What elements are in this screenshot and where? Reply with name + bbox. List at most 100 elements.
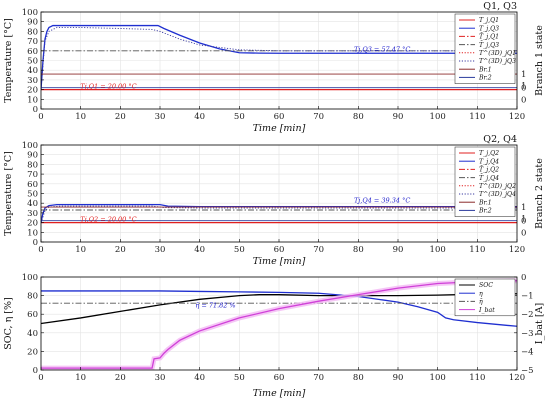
x-tick-label: 90: [393, 245, 404, 255]
x-tick-label: 120: [509, 112, 525, 122]
legend: T_j,Q1T_j,Q3T̄_j,Q1 T̄_j,Q3T^(3D)_jQ1T^(3…: [454, 13, 516, 84]
right-axis-label: I_bat [A]: [534, 303, 545, 344]
legend-label: η̄: [479, 299, 483, 306]
x-tick-label: 20: [115, 245, 126, 255]
y-tick-label: 60: [27, 47, 38, 57]
x-tick-label: 100: [430, 112, 446, 122]
x-tick-label: 70: [313, 245, 324, 255]
y-tick-label: 0: [33, 366, 38, 376]
y-right-tick-label: −1: [521, 292, 534, 302]
state-tick-label: 1: [521, 215, 526, 225]
y-right-tick-label: −5: [521, 366, 534, 376]
y-right-tick-label: −3: [521, 329, 534, 339]
y-right-tick-label: 0: [521, 273, 526, 283]
x-tick-label: 10: [75, 373, 86, 383]
y-tick-label: 30: [27, 209, 38, 219]
y-tick-label: 70: [27, 37, 38, 47]
series-line-0: [41, 293, 517, 325]
legend-label: T_j,Q3: [479, 25, 499, 32]
legend-label: T̄_j,Q4: [479, 175, 499, 182]
y-tick-label: 60: [27, 180, 38, 190]
x-tick-label: 20: [115, 373, 126, 383]
y-right-tick-label: −4: [521, 347, 534, 357]
state-tick-label: 0: [521, 217, 526, 227]
y-tick-label: 80: [27, 160, 38, 170]
y-tick-label: 20: [27, 219, 38, 229]
state-tick-label: 0: [521, 84, 526, 94]
legend-label: T_j,Q1: [479, 17, 499, 24]
x-tick-label: 40: [194, 373, 205, 383]
y-tick-label: 50: [27, 57, 38, 67]
right-axis-label: Branch 2 state: [534, 158, 545, 229]
legend-label: T^(3D)_jQ4: [479, 191, 516, 198]
y-tick-label: 0: [33, 238, 38, 248]
y-tick-label: 70: [27, 170, 38, 180]
panel-0: T_j,Q1T_j,Q3T̄_j,Q1 T̄_j,Q3T^(3D)_jQ1T^(3…: [40, 11, 518, 110]
x-tick-label: 30: [155, 112, 166, 122]
y-axis-label: Temperature [°C]: [3, 18, 14, 103]
legend-box: [454, 146, 516, 217]
x-tick-label: 20: [115, 112, 126, 122]
series-group: [41, 204, 517, 224]
x-tick-label: 0: [38, 112, 43, 122]
y-tick-label: 90: [27, 151, 38, 161]
series-line-1: [41, 290, 517, 327]
legend-label: Br.2: [478, 75, 492, 82]
y-tick-label: 20: [27, 86, 38, 96]
series-line-1: [41, 204, 517, 223]
x-tick-label: 0: [38, 245, 43, 255]
x-tick-label: 60: [274, 373, 285, 383]
x-tick-label: 60: [274, 245, 285, 255]
series-group: [41, 278, 517, 370]
x-tick-label: 90: [393, 112, 404, 122]
y-right-tick-label: −2: [521, 310, 534, 320]
data-annotation: Tj,Q1 = 20.00 °C: [80, 83, 136, 91]
legend-label: T̄_j,Q1: [479, 33, 499, 40]
y-tick-label: 30: [27, 76, 38, 86]
x-tick-label: 100: [430, 373, 446, 383]
state-tick-label: 1: [521, 70, 526, 80]
series-group: [41, 24, 517, 91]
legend-label: Br.1: [478, 66, 492, 73]
y-tick-label: 90: [27, 18, 38, 28]
state-tick-label: 0: [521, 95, 526, 105]
legend-box: [454, 13, 516, 84]
x-axis-label: Time [min]: [253, 256, 306, 267]
legend-label: T̄_j,Q3: [479, 42, 499, 49]
y-tick-label: 100: [22, 8, 38, 18]
x-tick-label: 70: [313, 373, 324, 383]
panel-1: T_j,Q2T_j,Q4T̄_j,Q2 T̄_j,Q4T^(3D)_jQ2T^(3…: [40, 144, 518, 243]
state-tick-label: 1: [521, 203, 526, 213]
panel-title: Q2, Q4: [483, 134, 517, 145]
legend-label: T̄_j,Q2: [479, 166, 499, 173]
state-tick-label: 1: [521, 82, 526, 92]
legend-label: SOC: [479, 282, 493, 289]
legend-label: η: [479, 290, 483, 297]
x-tick-label: 110: [469, 373, 485, 383]
y-tick-label: 100: [22, 141, 38, 151]
x-tick-label: 90: [393, 373, 404, 383]
x-tick-label: 80: [353, 245, 364, 255]
series-line-1: [41, 24, 517, 90]
legend-label: T^(3D)_jQ1: [479, 50, 516, 57]
x-tick-label: 10: [75, 245, 86, 255]
x-tick-label: 110: [469, 245, 485, 255]
y-tick-label: 50: [27, 190, 38, 200]
x-tick-label: 40: [194, 245, 205, 255]
legend-label: T^(3D)_jQ2: [479, 183, 516, 190]
x-tick-label: 70: [313, 112, 324, 122]
x-axis-label: Time [min]: [253, 388, 306, 399]
legend-label: T_j,Q4: [479, 158, 499, 165]
x-tick-label: 0: [38, 373, 43, 383]
y-tick-label: 0: [33, 105, 38, 115]
legend-label: T_j,Q2: [479, 150, 499, 157]
y-axis-label: SOC, η [%]: [3, 297, 14, 349]
data-annotation: Tj,Q4 = 39.34 °C: [354, 197, 410, 205]
legend-label: Br.2: [478, 208, 492, 215]
x-tick-label: 80: [353, 373, 364, 383]
y-tick-label: 80: [27, 27, 38, 37]
data-annotation: Tj,Q2 = 20.00 °C: [80, 216, 136, 224]
right-axis-label: Branch 1 state: [534, 25, 545, 96]
